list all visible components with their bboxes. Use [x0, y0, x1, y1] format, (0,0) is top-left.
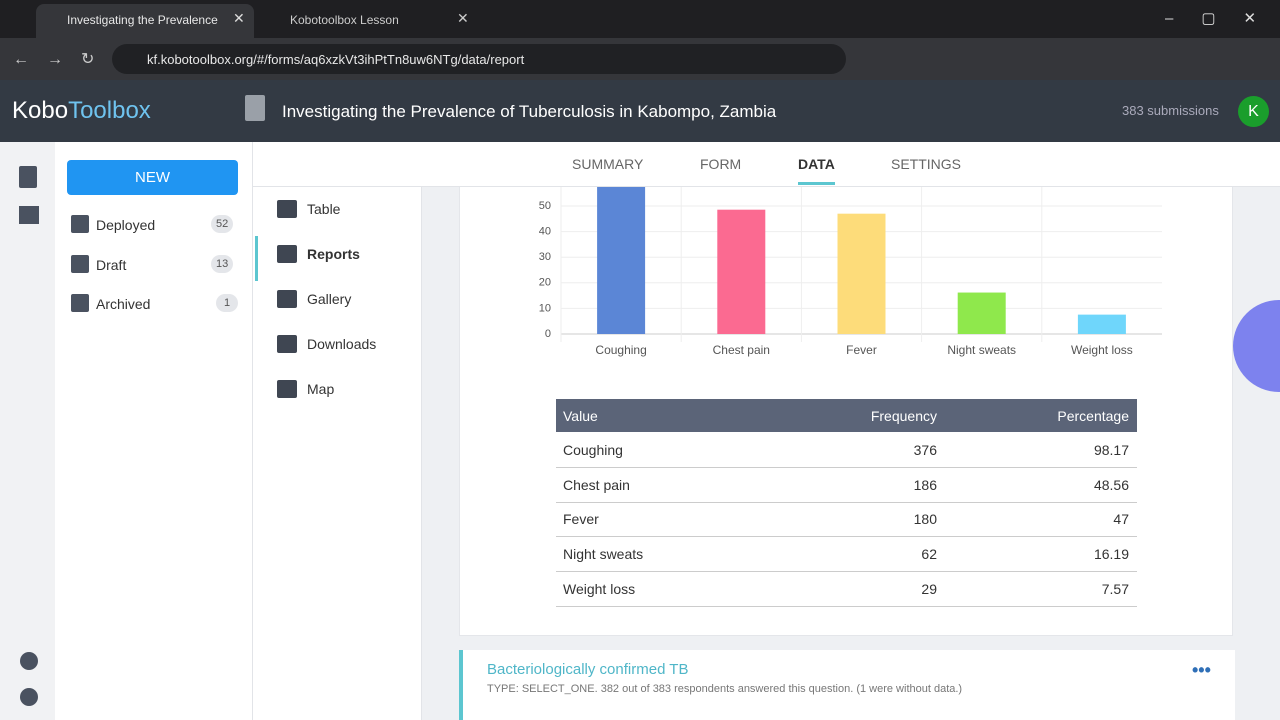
subnav-icon — [277, 200, 297, 218]
subnav — [253, 187, 422, 720]
table-cell: Chest pain — [563, 476, 630, 493]
tab-close[interactable]: ✕ — [233, 10, 245, 26]
floating-bubble[interactable] — [1233, 300, 1280, 392]
bar — [597, 187, 646, 334]
omnibox[interactable] — [112, 44, 846, 74]
top-tab[interactable]: SETTINGS — [891, 156, 962, 172]
y-tick-label: 40 — [539, 226, 551, 238]
x-tick-label: Fever — [846, 343, 877, 357]
subnav-icon — [277, 380, 297, 398]
subnav-item[interactable]: Map — [307, 381, 335, 397]
sidebar-item[interactable]: Archived — [96, 296, 151, 312]
row-divider — [556, 501, 1137, 503]
logo-toolbox: Toolbox — [68, 97, 151, 124]
more-button[interactable]: ••• — [1192, 660, 1211, 680]
table-cell: 47 — [1113, 511, 1129, 528]
table-cell: 180 — [913, 511, 937, 528]
chart: 0 10 20 30 40 50 Coughing Chest pain Fever Night … — [539, 187, 1162, 357]
row-divider — [556, 605, 1137, 607]
table-cell: 186 — [913, 476, 937, 493]
row-divider — [556, 467, 1137, 468]
sidebar-count: 52 — [211, 215, 234, 233]
github-icon[interactable] — [20, 688, 38, 706]
active-underline — [798, 182, 835, 185]
top-tab[interactable]: DATA — [798, 156, 835, 172]
row-divider — [556, 571, 1137, 573]
top-tab[interactable]: SUMMARY — [572, 156, 644, 172]
subnav-icon — [277, 335, 297, 353]
active-indicator — [255, 236, 258, 281]
question-card — [459, 650, 1235, 720]
form-icon — [245, 95, 265, 121]
table-header-cell: Value — [563, 408, 598, 424]
table-cell: 7.57 — [1101, 580, 1129, 597]
top-tabs — [253, 142, 1280, 187]
icon-strip — [0, 142, 55, 720]
subnav-item[interactable]: Table — [307, 201, 341, 217]
table-cell: Weight loss — [563, 580, 636, 597]
y-tick-label: 0 — [545, 328, 551, 340]
table-cell: 62 — [921, 546, 937, 563]
bar — [717, 209, 766, 334]
help-icon[interactable] — [20, 652, 38, 670]
sidebar-icon — [71, 294, 89, 312]
table-header — [556, 399, 1137, 432]
bar — [837, 213, 886, 334]
subnav-icon — [277, 245, 297, 263]
logo-kobo: Kobo — [12, 97, 69, 124]
y-tick-label: 10 — [539, 302, 551, 314]
tab-close[interactable]: ✕ — [457, 10, 469, 26]
tab[interactable] — [36, 4, 254, 38]
tab-title: Investigating the Prevalence of — [67, 13, 219, 27]
avatar[interactable]: K — [1238, 96, 1269, 127]
table-cell: Coughing — [563, 442, 623, 458]
subnav-item[interactable]: Downloads — [307, 336, 377, 352]
question-title[interactable]: Bacteriologically confirmed TB — [487, 661, 689, 678]
subnav-item[interactable]: Gallery — [307, 291, 352, 307]
subnav-item[interactable]: Reports — [307, 246, 360, 262]
x-tick-label: Weight loss — [1071, 343, 1133, 357]
top-tab[interactable]: FORM — [700, 156, 742, 172]
bar — [1077, 314, 1126, 334]
subnav-icon — [277, 290, 297, 308]
table-cell: 376 — [913, 442, 937, 458]
logo[interactable]: KoboToolbox — [12, 97, 151, 125]
row-divider — [556, 536, 1137, 538]
table-cell: Night sweats — [563, 546, 644, 563]
table-cell: Fever — [563, 511, 599, 528]
window-controls[interactable]: –▢✕ — [1165, 10, 1280, 27]
table-cell: 16.19 — [1093, 546, 1129, 563]
sidebar-icon — [71, 254, 89, 273]
sidebar-item[interactable]: Draft — [96, 256, 127, 273]
submissions: 383 submissions — [1122, 103, 1219, 118]
form-title: Investigating the Prevalence of Tubercul… — [282, 102, 777, 121]
bar — [957, 292, 1006, 334]
sidebar-item[interactable]: Deployed — [96, 217, 156, 233]
sidebar-count: 13 — [211, 254, 234, 273]
nav-buttons[interactable]: ←→↻ — [13, 51, 113, 68]
strip-icons[interactable] — [19, 166, 37, 188]
y-tick-label: 50 — [539, 200, 551, 212]
x-tick-label: Night sweats — [947, 343, 1016, 357]
new-button[interactable]: NEW — [67, 160, 238, 195]
table-header-cell: Percentage — [1057, 408, 1129, 424]
tab-title[interactable]: Kobotoolbox Lesson — [290, 13, 399, 27]
app-header — [0, 80, 1280, 142]
y-tick-label: 20 — [539, 277, 551, 289]
url: kf.kobotoolbox.org/#/forms/aq6xzkVt3ihPt… — [147, 52, 525, 67]
question-meta: TYPE: SELECT_ONE. 382 out of 383 respond… — [487, 683, 963, 695]
strip-icons[interactable] — [19, 206, 39, 224]
table-header-cell: Frequency — [870, 408, 937, 424]
sidebar-count: 1 — [216, 294, 238, 312]
y-tick-label: 30 — [539, 251, 551, 263]
table-cell: 98.17 — [1093, 442, 1129, 458]
table-cell: 48.56 — [1093, 476, 1129, 493]
sidebar — [55, 142, 253, 720]
x-tick-label: Chest pain — [713, 343, 770, 357]
sidebar-icon — [71, 215, 89, 233]
table-cell: 29 — [921, 580, 937, 597]
x-tick-label: Coughing — [595, 343, 646, 357]
